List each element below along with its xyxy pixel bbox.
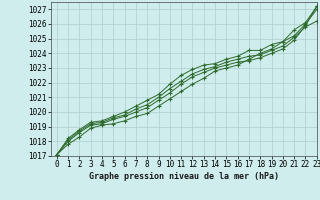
X-axis label: Graphe pression niveau de la mer (hPa): Graphe pression niveau de la mer (hPa) [89, 172, 279, 181]
